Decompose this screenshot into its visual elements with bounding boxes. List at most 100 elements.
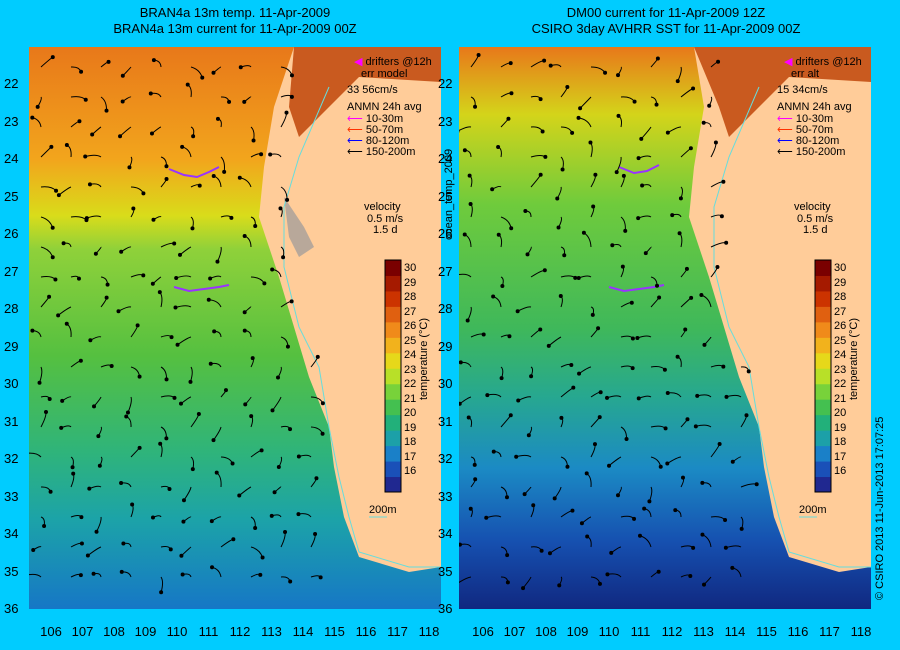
velocity-days: 1.5 d xyxy=(803,224,828,236)
vector-head xyxy=(636,156,641,161)
vector-head xyxy=(691,545,696,550)
anmn-label: 10-30m xyxy=(795,113,834,125)
vector-head xyxy=(739,526,744,531)
colorbar-tick-label: 29 xyxy=(404,276,417,289)
right-colorbar-label: temperature (°C) xyxy=(848,317,860,400)
vector-head xyxy=(557,583,562,588)
vector-head xyxy=(526,433,531,438)
colorbar-segment xyxy=(815,352,831,369)
vector-head xyxy=(508,61,513,66)
vector-head xyxy=(260,555,265,560)
vector-head xyxy=(30,328,35,333)
vector-head xyxy=(713,140,718,145)
vector-head xyxy=(164,377,169,382)
vector-head xyxy=(223,388,228,393)
vector-head xyxy=(473,104,478,109)
vector-head xyxy=(717,441,722,446)
vector-head xyxy=(629,300,634,305)
anmn-item: ⟵ 50-70m xyxy=(777,124,834,136)
current-vectors xyxy=(29,55,325,595)
right-map-svg xyxy=(459,47,871,609)
vector-head xyxy=(59,425,64,430)
vector-head xyxy=(50,225,55,230)
vector-head xyxy=(565,464,570,469)
vector-head xyxy=(180,572,185,577)
vector-head xyxy=(35,104,40,109)
vector-head xyxy=(702,342,707,347)
vector-head xyxy=(211,174,216,179)
vector-head xyxy=(127,165,132,170)
vector-head xyxy=(576,276,581,281)
vector-head xyxy=(472,462,477,467)
vector-head xyxy=(159,590,164,595)
colorbar-segment xyxy=(815,306,831,323)
vector-head xyxy=(83,154,88,159)
vector-head xyxy=(632,516,637,521)
colorbar-segment xyxy=(815,476,831,493)
lat-label: 26 xyxy=(438,226,453,241)
lat-label: 32 xyxy=(4,451,19,466)
vector-head xyxy=(701,120,706,125)
colorbar-tick-label: 16 xyxy=(834,465,847,477)
colorbar-tick-label: 28 xyxy=(834,291,847,303)
anmn-item: ⟵ 10-30m xyxy=(347,113,404,125)
vector-head xyxy=(538,327,543,332)
current-vector xyxy=(459,576,472,583)
vector-head xyxy=(76,276,81,281)
vector-head xyxy=(285,344,290,349)
vector-head xyxy=(151,58,156,63)
err-label: err alt xyxy=(791,68,820,80)
vector-head xyxy=(78,358,83,363)
vector-head xyxy=(620,264,625,269)
vector-head xyxy=(105,282,110,287)
vector-head xyxy=(691,86,696,91)
vector-head xyxy=(688,573,693,578)
colorbar-segment xyxy=(385,260,401,276)
lon-label: 108 xyxy=(103,624,125,639)
anmn-item: ⟵ 80-120m xyxy=(347,135,410,147)
anmn-item: ⟵ 80-120m xyxy=(777,135,840,147)
colorbar-segment xyxy=(385,445,401,462)
lat-label: 27 xyxy=(4,263,19,279)
vector-head xyxy=(242,310,247,315)
colorbar-segment xyxy=(385,337,401,354)
vector-head xyxy=(289,73,294,78)
lon-label: 114 xyxy=(292,624,314,639)
lon-label: 117 xyxy=(387,624,408,639)
colorbar-segment xyxy=(385,399,401,416)
vector-head xyxy=(543,154,548,159)
lon-label: 112 xyxy=(229,624,251,639)
left-drifter-track-1 xyxy=(168,166,220,179)
err-label: err model xyxy=(361,68,408,80)
colorbar-tick-label: 28 xyxy=(404,291,417,303)
vector-head xyxy=(590,312,595,317)
vector-head xyxy=(547,551,552,556)
lon-label: 113 xyxy=(693,624,714,639)
vector-head xyxy=(579,521,584,526)
colorbar-segment xyxy=(385,383,401,400)
lon-label: 115 xyxy=(756,624,777,639)
anmn-item: ⟵ 150-200m xyxy=(777,146,846,158)
lon-label: 113 xyxy=(261,624,282,639)
vector-head xyxy=(581,230,586,235)
vector-head xyxy=(296,454,301,459)
vector-head xyxy=(276,465,281,470)
vector-head xyxy=(623,228,628,233)
anmn-item: ⟵ 10-30m xyxy=(777,113,834,125)
vector-head xyxy=(177,252,182,257)
colorbar-segment xyxy=(815,445,831,462)
vector-head xyxy=(542,268,547,273)
anmn-title: ANMN 24h avg xyxy=(347,101,422,113)
vector-head xyxy=(119,569,124,574)
vector-head xyxy=(53,277,58,282)
vector-head xyxy=(251,138,256,143)
vector-head xyxy=(249,414,254,419)
vector-head xyxy=(141,191,146,196)
vector-head xyxy=(243,402,248,407)
vector-head xyxy=(315,354,320,359)
vector-head xyxy=(141,273,146,278)
vector-head xyxy=(675,79,680,84)
left-drifter-track-2 xyxy=(173,284,230,293)
vector-head xyxy=(476,52,481,57)
colorbar-tick-label: 27 xyxy=(404,305,417,318)
